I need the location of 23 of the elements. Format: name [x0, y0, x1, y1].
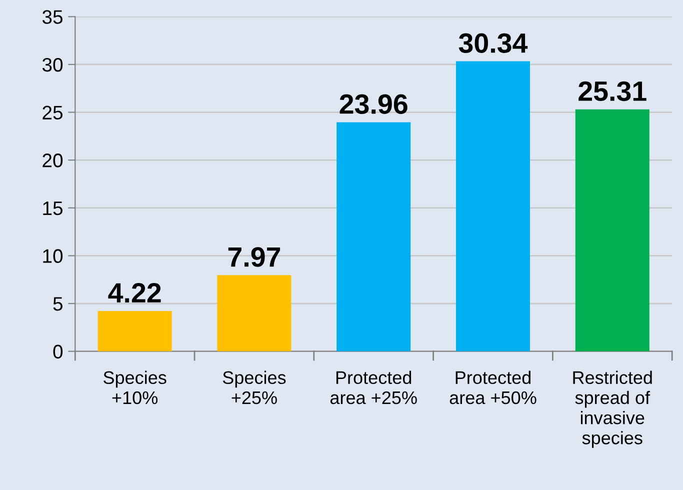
y-tick-label: 30 [42, 58, 63, 72]
y-tick-label: 0 [53, 344, 63, 359]
y-tick-label: 25 [42, 106, 63, 120]
data-label: 7.97 [228, 247, 280, 267]
x-tick-label: Protected area +50% [450, 370, 536, 404]
data-label: 23.96 [340, 94, 408, 114]
bar [456, 61, 530, 352]
data-label: 25.31 [578, 81, 646, 102]
bar [98, 310, 172, 352]
y-tick-label: 20 [42, 154, 63, 168]
bar [217, 275, 292, 352]
x-tick-label: Species +25% [222, 370, 286, 404]
bar [336, 122, 411, 352]
bar [575, 109, 650, 352]
data-label: 4.22 [108, 283, 161, 302]
y-tick-label: 15 [43, 202, 63, 216]
data-label: 30.34 [458, 33, 528, 53]
x-tick-label: Restricted spread of invasive species [573, 370, 652, 448]
y-tick-label: 5 [53, 297, 63, 311]
y-tick-label: 35 [42, 10, 63, 24]
x-tick-label: Species +10% [104, 370, 166, 404]
x-tick-label: Protected area +25% [330, 370, 417, 404]
y-tick-label: 10 [43, 249, 63, 263]
